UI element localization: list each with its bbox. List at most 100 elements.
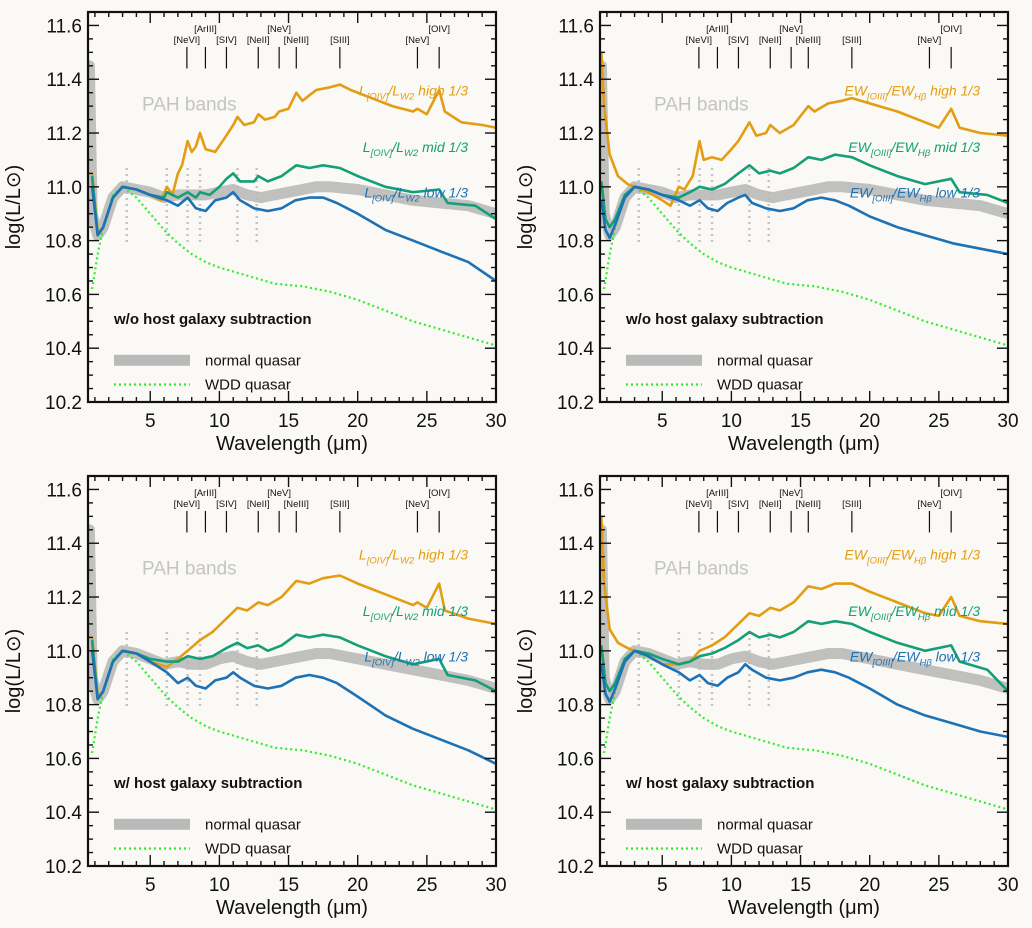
x-axis-title: Wavelength (μm) bbox=[728, 897, 880, 919]
y-tick-label: 10.2 bbox=[45, 857, 82, 878]
x-tick-label: 10 bbox=[209, 875, 230, 896]
emission-line-label: [NeVI] bbox=[174, 499, 200, 510]
series-low-label: EW[OIII]/EWHβ low 1/3 bbox=[850, 185, 980, 205]
y-tick-label: 11.6 bbox=[558, 480, 594, 501]
y-tick-label: 11.0 bbox=[46, 642, 82, 663]
y-axis-title: log(L/L⊙) bbox=[515, 165, 537, 250]
y-tick-label: 10.4 bbox=[45, 339, 82, 360]
emission-line-label: [SIV] bbox=[728, 35, 749, 46]
x-tick-label: 15 bbox=[790, 875, 811, 896]
legend: normal quasar WDD quasar bbox=[114, 352, 301, 394]
y-tick-label: 11.0 bbox=[558, 642, 594, 663]
panel-top-right: PAH bands[NeVI][ArIII][SIV] [NeII][NeV][N… bbox=[515, 10, 1019, 455]
emission-line-label: [SIII] bbox=[330, 499, 350, 510]
y-tick-label: 11.4 bbox=[46, 534, 82, 555]
x-tick-label: 25 bbox=[928, 411, 949, 432]
panel-title: w/o host galaxy subtraction bbox=[113, 311, 312, 328]
pah-bands-label: PAH bands bbox=[654, 94, 749, 115]
x-tick-label: 25 bbox=[416, 411, 437, 432]
legend-normal-label: normal quasar bbox=[205, 352, 301, 369]
curves bbox=[88, 524, 496, 811]
legend: normal quasar WDD quasar bbox=[114, 816, 301, 858]
series-mid-label: EW[OIII]/EWHβ mid 1/3 bbox=[848, 603, 980, 623]
y-tick-label: 11.0 bbox=[46, 178, 82, 199]
emission-line-label: [NeII] bbox=[759, 499, 782, 510]
y-tick-label: 10.4 bbox=[557, 803, 594, 824]
panel-bottom-right: PAH bands[NeVI][ArIII][SIV] [NeII][NeV][N… bbox=[515, 474, 1019, 919]
series-low-curve bbox=[90, 185, 496, 283]
y-tick-label: 11.6 bbox=[558, 16, 594, 37]
x-tick-label: 20 bbox=[859, 411, 880, 432]
x-tick-label: 30 bbox=[997, 411, 1018, 432]
pah-bands-label: PAH bands bbox=[142, 558, 237, 579]
y-tick-label: 11.6 bbox=[46, 16, 82, 37]
y-tick-label: 11.2 bbox=[558, 124, 594, 145]
emission-line-label: [NeV] bbox=[779, 488, 803, 499]
series-low-label: L[OIV]/LW2 low 1/3 bbox=[364, 649, 468, 669]
y-axis-title: log(L/L⊙) bbox=[515, 629, 537, 714]
y-tick-label: 10.2 bbox=[557, 393, 594, 414]
emission-line-label: [NeIII] bbox=[284, 499, 309, 510]
emission-line-label: [SIII] bbox=[842, 35, 862, 46]
series-mid-curve bbox=[90, 633, 496, 701]
emission-line-label: [NeV] bbox=[267, 488, 291, 499]
emission-line-label: [NeV] bbox=[918, 35, 942, 46]
curves bbox=[600, 52, 1008, 347]
emission-line-label: [OIV] bbox=[428, 488, 450, 499]
x-tick-label: 20 bbox=[347, 875, 368, 896]
legend-wdd-label: WDD quasar bbox=[717, 377, 803, 394]
series-high-curve bbox=[600, 516, 1008, 666]
panel-title: w/ host galaxy subtraction bbox=[625, 775, 814, 792]
emission-line-label: [ArIII] bbox=[706, 24, 729, 35]
x-tick-label: 15 bbox=[278, 875, 299, 896]
emission-line-label: [ArIII] bbox=[194, 488, 217, 499]
legend-wdd-label: WDD quasar bbox=[717, 841, 803, 858]
y-axis-title: log(L/L⊙) bbox=[3, 629, 25, 714]
y-tick-label: 10.2 bbox=[557, 857, 594, 878]
emission-line-label: [NeIII] bbox=[796, 499, 821, 510]
panel-title: w/ host galaxy subtraction bbox=[113, 775, 302, 792]
x-tick-label: 25 bbox=[928, 875, 949, 896]
legend-wdd-label: WDD quasar bbox=[205, 841, 291, 858]
y-tick-label: 11.2 bbox=[46, 124, 82, 145]
emission-line-label: [SIII] bbox=[330, 35, 350, 46]
series-low-curve bbox=[90, 649, 496, 765]
y-tick-label: 11.4 bbox=[46, 70, 82, 91]
emission-line-label: [OIV] bbox=[428, 24, 450, 35]
emission-line-label: [NeIII] bbox=[284, 35, 309, 46]
emission-line-label: [NeV] bbox=[918, 499, 942, 510]
emission-line-label: [SIV] bbox=[728, 499, 749, 510]
emission-line-label: [NeV] bbox=[267, 24, 291, 35]
emission-line-label: [SIII] bbox=[842, 499, 862, 510]
y-tick-label: 10.6 bbox=[45, 749, 82, 770]
y-tick-label: 10.8 bbox=[557, 696, 594, 717]
series-high-label: EW[OIII]/EWHβ high 1/3 bbox=[844, 546, 980, 566]
plot-frame bbox=[598, 474, 1010, 868]
x-tick-label: 20 bbox=[347, 411, 368, 432]
emission-line-label: [ArIII] bbox=[706, 488, 729, 499]
y-tick-label: 10.4 bbox=[557, 339, 594, 360]
x-tick-label: 10 bbox=[209, 411, 230, 432]
y-tick-label: 10.8 bbox=[557, 232, 594, 253]
x-tick-label: 15 bbox=[278, 411, 299, 432]
series-low-label: L[OIV]/LW2 low 1/3 bbox=[364, 185, 468, 205]
y-tick-label: 10.6 bbox=[557, 749, 594, 770]
x-tick-label: 30 bbox=[997, 875, 1018, 896]
series-high-label: L[OIV]/LW2 high 1/3 bbox=[359, 82, 468, 102]
x-tick-label: 20 bbox=[859, 875, 880, 896]
emission-line-label: [OIV] bbox=[940, 24, 962, 35]
x-tick-label: 5 bbox=[145, 411, 156, 432]
plot-frame bbox=[86, 10, 498, 404]
y-tick-label: 10.8 bbox=[45, 232, 82, 253]
legend-normal-label: normal quasar bbox=[717, 816, 813, 833]
legend: normal quasar WDD quasar bbox=[626, 816, 813, 858]
curves bbox=[600, 516, 1008, 811]
emission-line-label: [OIV] bbox=[940, 488, 962, 499]
y-tick-label: 11.2 bbox=[558, 588, 594, 609]
pah-bands-label: PAH bands bbox=[654, 558, 749, 579]
x-tick-label: 30 bbox=[485, 875, 506, 896]
emission-line-label: [NeII] bbox=[759, 35, 782, 46]
y-tick-label: 11.4 bbox=[558, 534, 594, 555]
y-tick-label: 11.2 bbox=[46, 588, 82, 609]
panel-title: w/o host galaxy subtraction bbox=[625, 311, 824, 328]
